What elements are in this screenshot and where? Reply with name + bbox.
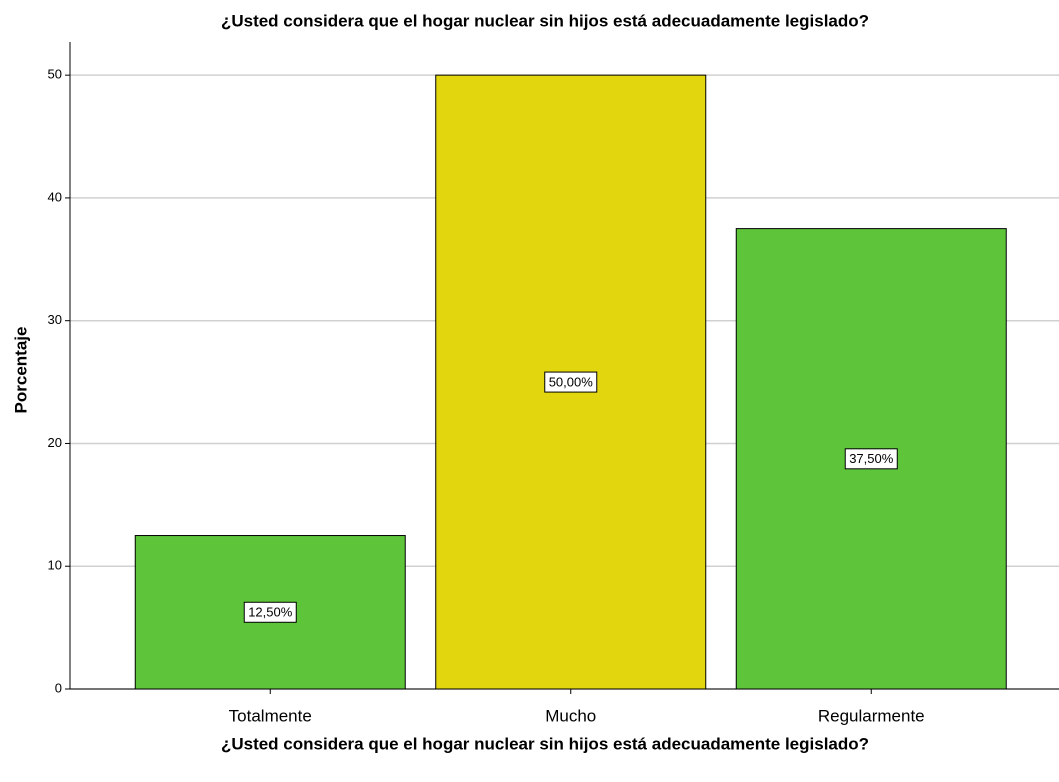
value-label-box	[844, 448, 898, 470]
y-tick-label: 30	[48, 312, 62, 327]
chart-title: ¿Usted considera que el hogar nuclear si…	[221, 11, 869, 30]
value-label: 37,50%	[849, 451, 894, 466]
y-tick-label: 0	[55, 680, 62, 695]
y-axis-title: Porcentaje	[11, 327, 30, 414]
value-label-box	[243, 601, 297, 623]
value-label: 50,00%	[549, 375, 594, 390]
x-tick-label: Totalmente	[229, 706, 312, 725]
y-tick-label: 50	[48, 67, 62, 82]
value-label: 12,50%	[248, 605, 293, 620]
y-tick-label: 10	[48, 558, 62, 573]
x-tick-label: Mucho	[545, 706, 596, 725]
x-axis-title: ¿Usted considera que el hogar nuclear si…	[221, 734, 869, 753]
y-tick-label: 40	[48, 189, 62, 204]
value-label-box	[544, 371, 598, 393]
y-tick-label: 20	[48, 435, 62, 450]
x-tick-label: Regularmente	[818, 706, 925, 725]
